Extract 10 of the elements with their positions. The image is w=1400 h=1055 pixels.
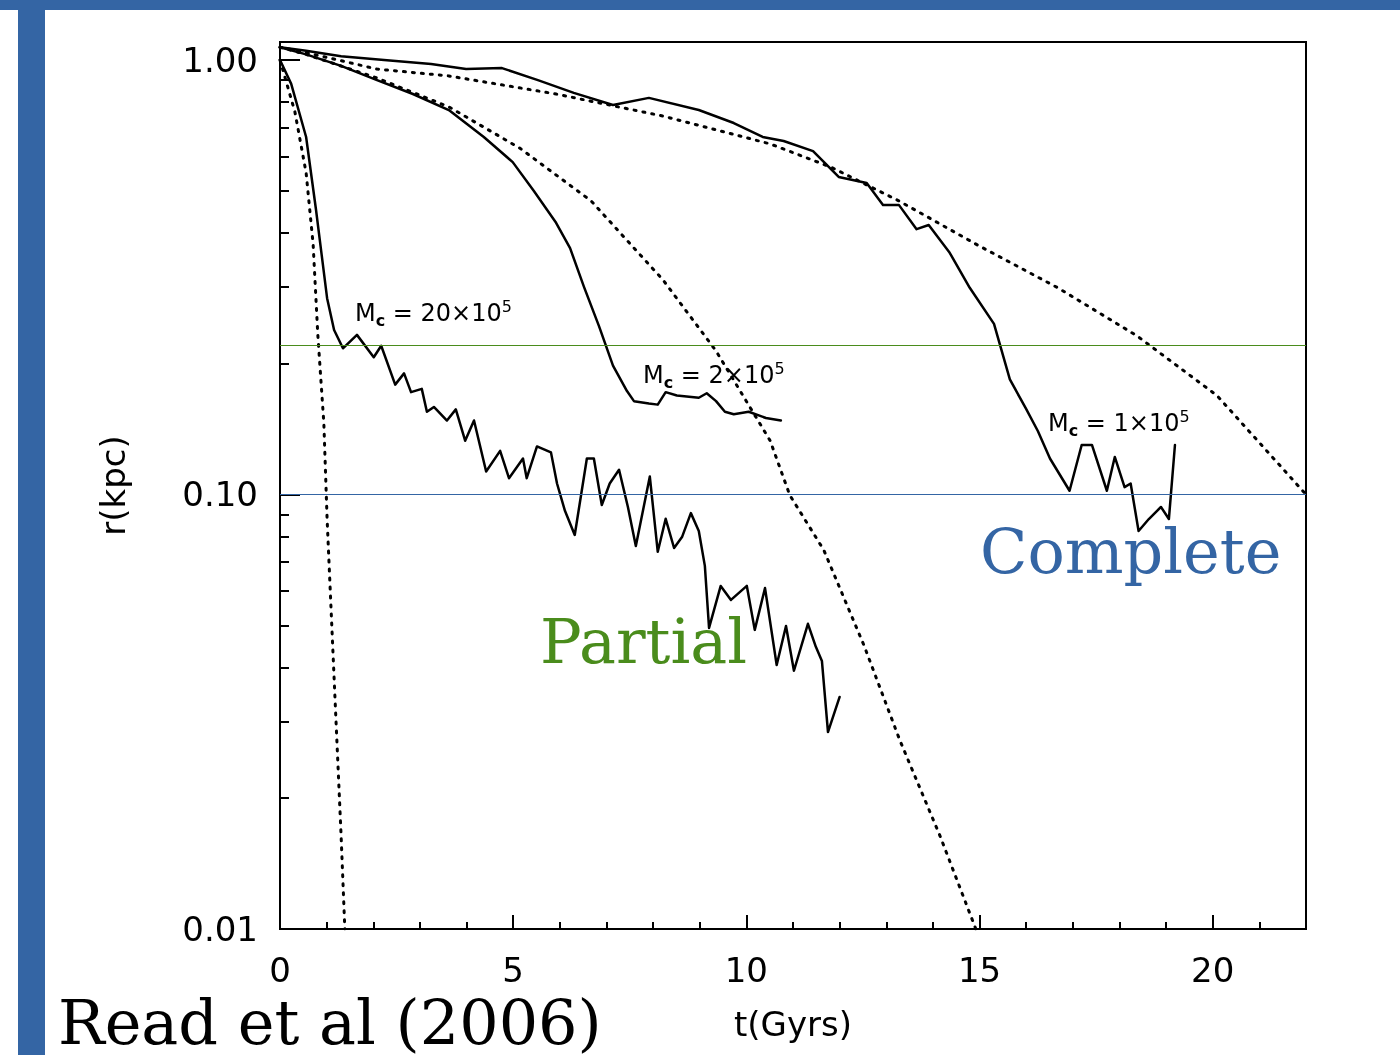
y-tick-label: 0.01 (182, 909, 258, 949)
x-tick-label: 10 (724, 950, 768, 990)
ref-line-label: Partial (540, 604, 748, 678)
y-axis-title: r(kpc) (93, 435, 133, 536)
x-tick-label: 20 (1191, 950, 1235, 990)
x-tick-label: 15 (957, 950, 1002, 990)
x-axis-title: t(Gyrs) (733, 1004, 853, 1044)
y-tick-label: 1.00 (182, 39, 258, 80)
y-tick-label: 0.10 (182, 474, 258, 515)
ref-line-label: Complete (980, 514, 1282, 588)
